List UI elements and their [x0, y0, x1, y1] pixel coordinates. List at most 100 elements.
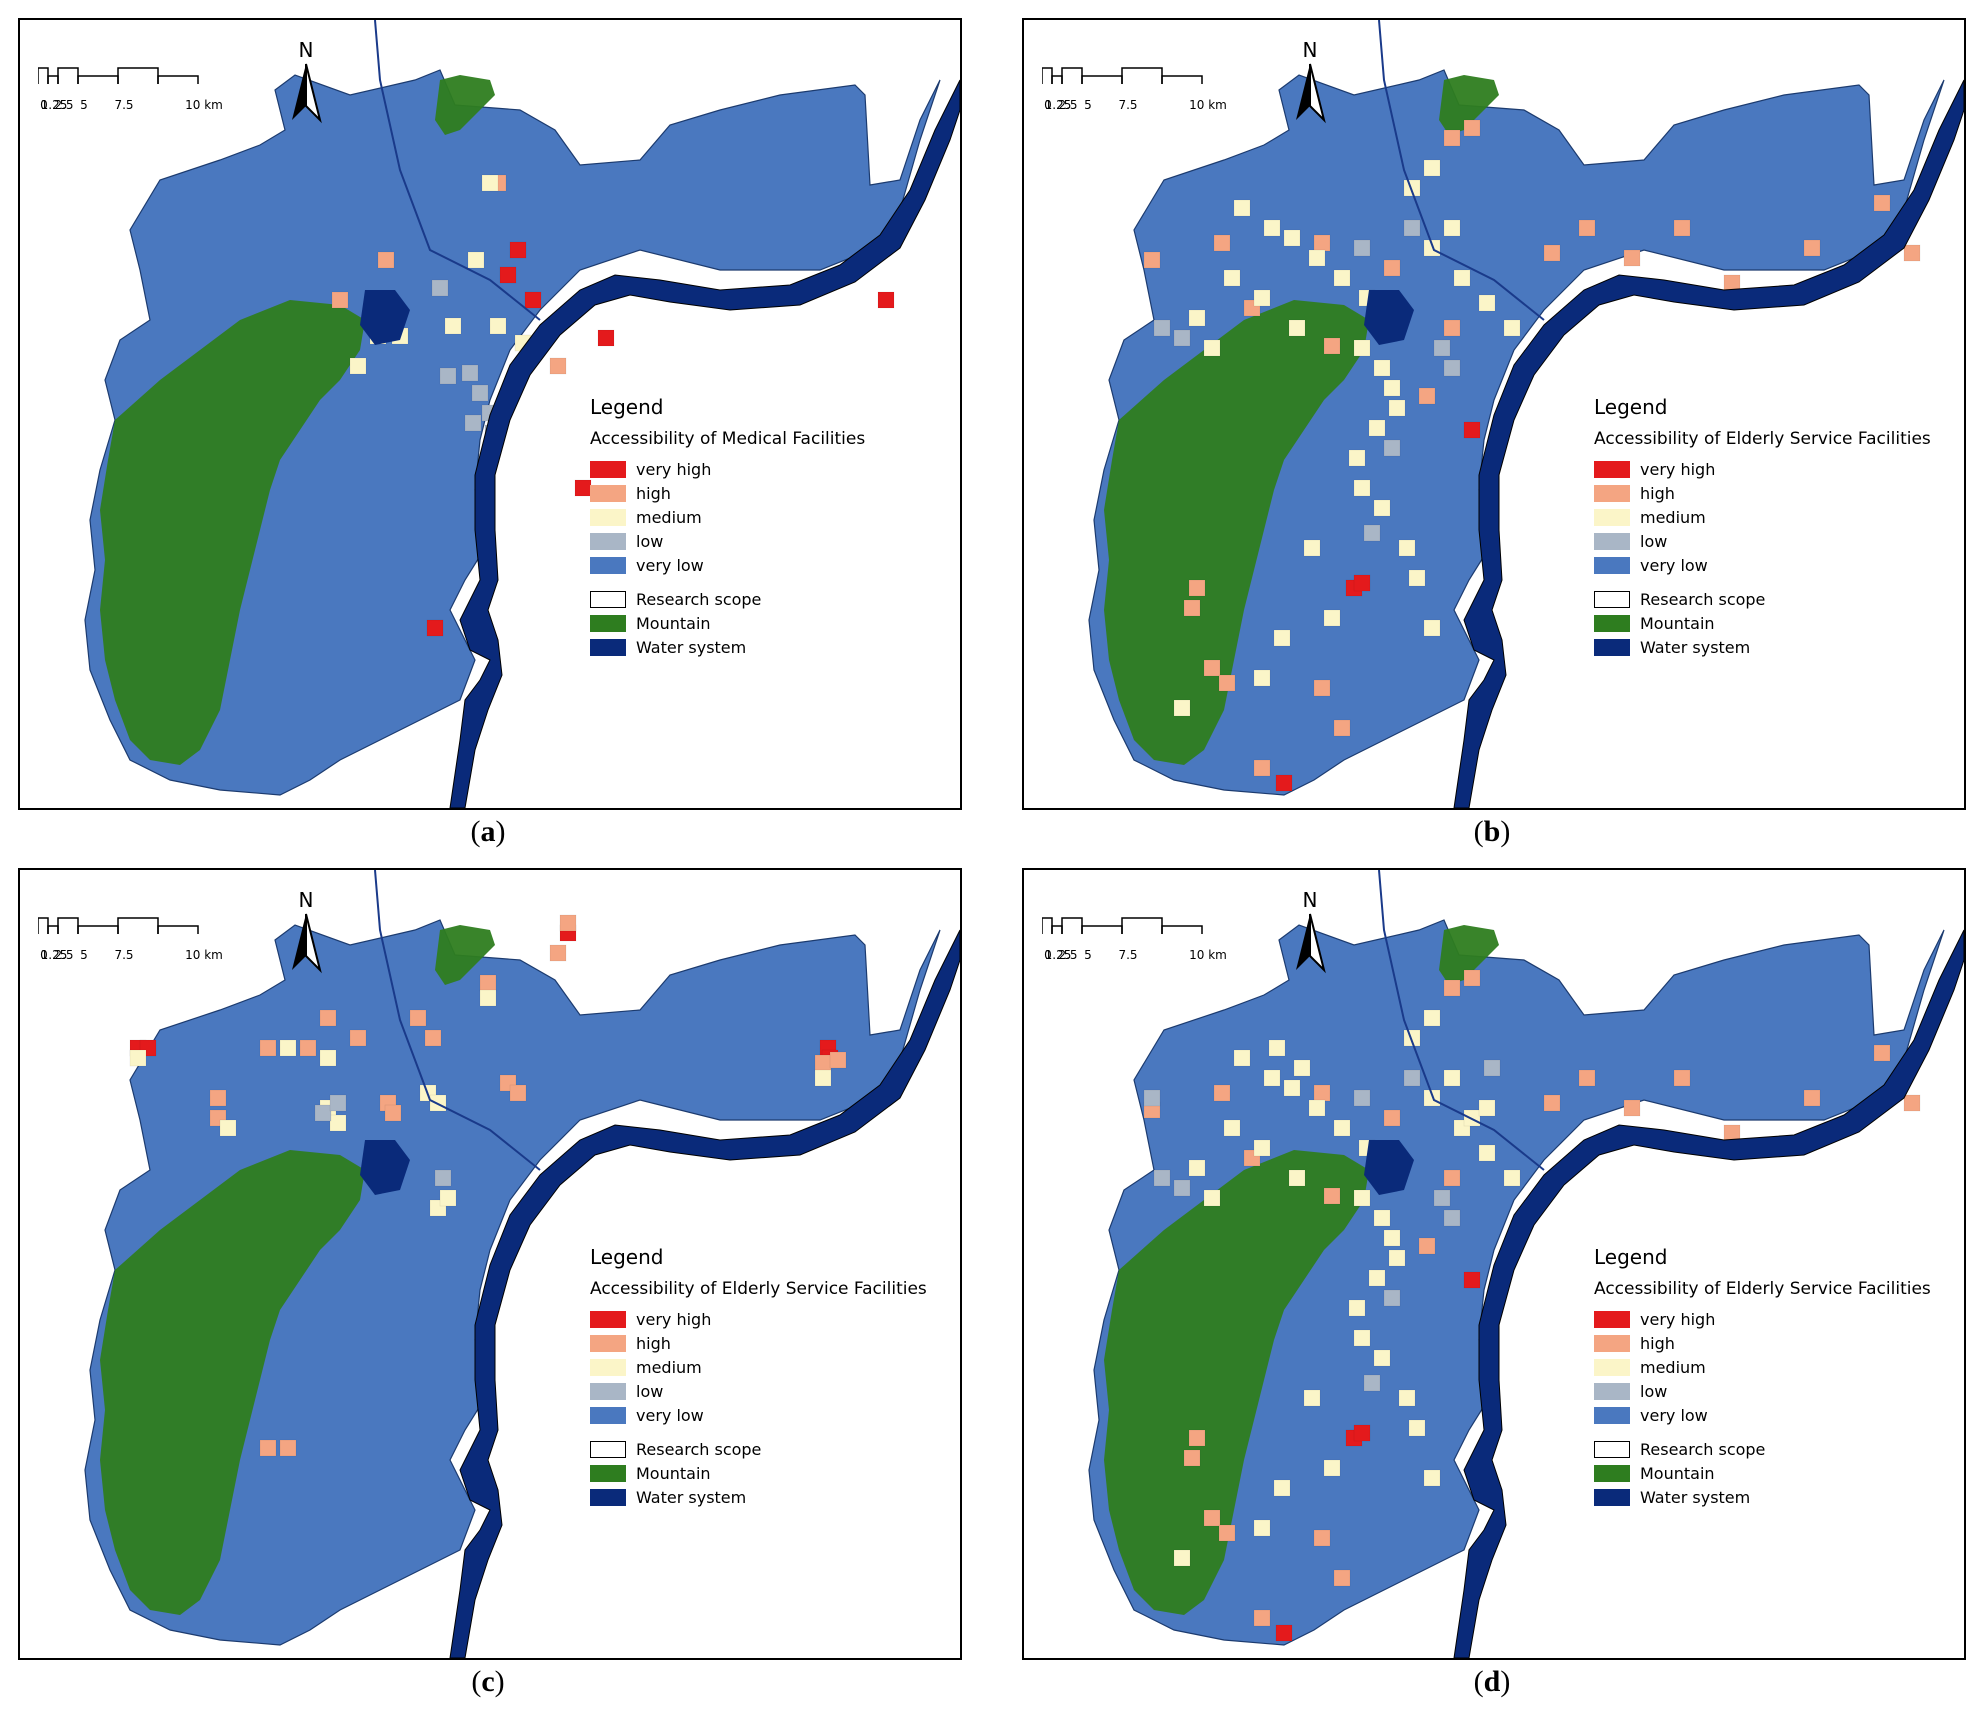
legend-title: Legend — [590, 1245, 664, 1269]
accessibility-cell-low — [439, 367, 457, 385]
scale-segment — [1081, 75, 1123, 84]
legend-item: high — [1594, 1331, 1954, 1355]
accessibility-cell-high — [1313, 679, 1331, 697]
legend-label: Research scope — [1640, 1439, 1766, 1459]
accessibility-cell-medium — [1303, 539, 1321, 557]
legend-label: Research scope — [636, 589, 762, 609]
scale-segment — [117, 917, 159, 934]
legend-swatch — [1594, 508, 1630, 526]
accessibility-cell-medium — [1398, 1389, 1416, 1407]
legend-item: Water system — [590, 635, 950, 659]
accessibility-cell-high — [1253, 759, 1271, 777]
caption-letter: c — [481, 1665, 495, 1698]
accessibility-cell-low — [471, 384, 489, 402]
legend-label: very high — [1640, 459, 1716, 479]
accessibility-cell-medium — [1423, 1009, 1441, 1027]
legend-swatch — [1594, 638, 1630, 656]
accessibility-cell-very-high — [509, 241, 527, 259]
scale-segment — [77, 925, 119, 934]
legend-swatch — [590, 1358, 626, 1376]
legend-item: low — [1594, 529, 1954, 553]
scale-segment — [37, 67, 49, 84]
accessibility-cell-high — [1213, 234, 1231, 252]
legend-swatch — [590, 590, 626, 608]
accessibility-cell-high — [259, 1039, 277, 1057]
accessibility-cell-high — [1218, 1524, 1236, 1542]
accessibility-cell-medium — [1188, 1159, 1206, 1177]
legend-list: very high high medium low very low Research s… — [1594, 1307, 1954, 1509]
accessibility-cell-medium — [1273, 1479, 1291, 1497]
accessibility-cell-very-high — [574, 479, 592, 497]
accessibility-cell-high — [1333, 719, 1351, 737]
accessibility-cell-high — [1218, 674, 1236, 692]
accessibility-cell-low — [1443, 1209, 1461, 1227]
legend-label: Water system — [1640, 637, 1751, 657]
legend-label: Mountain — [636, 1463, 711, 1483]
legend-label: medium — [636, 1357, 702, 1377]
legend-label: very low — [636, 555, 704, 575]
accessibility-cell-medium — [1353, 1189, 1371, 1207]
legend-label: low — [636, 531, 664, 551]
accessibility-cell-high — [1443, 319, 1461, 337]
accessibility-cell-high — [209, 1089, 227, 1107]
legend-label: very low — [636, 1405, 704, 1425]
legend-title: Legend — [1594, 1245, 1668, 1269]
legend-swatch — [1594, 532, 1630, 550]
accessibility-cell-medium — [1423, 159, 1441, 177]
accessibility-cell-medium — [1388, 399, 1406, 417]
accessibility-cell-medium — [1443, 219, 1461, 237]
mountain-area — [100, 300, 365, 765]
accessibility-cell-medium — [1188, 309, 1206, 327]
accessibility-cell-low — [1153, 319, 1171, 337]
accessibility-cell-medium — [1333, 1119, 1351, 1137]
accessibility-cell-high — [1873, 1044, 1891, 1062]
accessibility-cell-medium — [1288, 1169, 1306, 1187]
legend-label: Water system — [1640, 1487, 1751, 1507]
accessibility-cell-medium — [1263, 1069, 1281, 1087]
accessibility-cell-medium — [1443, 1069, 1461, 1087]
legend-item: very high — [590, 1307, 950, 1331]
legend-label: Research scope — [1640, 589, 1766, 609]
accessibility-cell-very-high — [597, 329, 615, 347]
accessibility-cell-medium — [1353, 479, 1371, 497]
north-letter: N — [1302, 38, 1318, 62]
accessibility-cell-high — [1203, 1509, 1221, 1527]
scale-tick-label: 7.5 — [1118, 948, 1138, 962]
lake — [360, 1140, 410, 1195]
legend-swatch — [1594, 1406, 1630, 1424]
accessibility-cell-high — [1313, 1529, 1331, 1547]
accessibility-cell-medium — [1233, 1049, 1251, 1067]
accessibility-cell-medium — [1478, 294, 1496, 312]
scale-segment — [1041, 67, 1053, 84]
accessibility-cell-high — [1418, 1237, 1436, 1255]
accessibility-cell-medium — [1223, 1119, 1241, 1137]
legend-swatch — [590, 1334, 626, 1352]
accessibility-cell-medium — [1453, 269, 1471, 287]
accessibility-cell-very-high — [1463, 421, 1481, 439]
accessibility-cell-very-high — [1353, 1424, 1371, 1442]
accessibility-cell-low — [314, 1104, 332, 1122]
accessibility-cell-medium — [1263, 219, 1281, 237]
accessibility-cell-medium — [1268, 1039, 1286, 1057]
accessibility-cell-high — [299, 1039, 317, 1057]
accessibility-cell-high — [479, 974, 497, 992]
accessibility-cell-medium — [279, 1039, 297, 1057]
accessibility-cell-medium — [1308, 1099, 1326, 1117]
accessibility-cell-medium — [1353, 339, 1371, 357]
scale-tick-label: 2.5 — [1058, 98, 1078, 112]
legend-swatch — [590, 460, 626, 478]
north-letter: N — [298, 38, 314, 62]
accessibility-cell-medium — [1373, 1209, 1391, 1227]
legend-swatch — [1594, 1440, 1630, 1458]
legend-item: very high — [1594, 1307, 1954, 1331]
mountain-area — [1439, 75, 1499, 135]
legend-subtitle: Accessibility of Elderly Service Facilit… — [1594, 429, 1931, 449]
map-canvas — [1088, 20, 1964, 808]
scale-bar-graphic — [1041, 917, 1203, 934]
legend-swatch — [1594, 1464, 1630, 1482]
legend-item: Mountain — [590, 611, 950, 635]
accessibility-cell-high — [549, 357, 567, 375]
accessibility-cell-medium — [1333, 269, 1351, 287]
map-canvas — [84, 20, 960, 808]
legend-item: medium — [1594, 505, 1954, 529]
